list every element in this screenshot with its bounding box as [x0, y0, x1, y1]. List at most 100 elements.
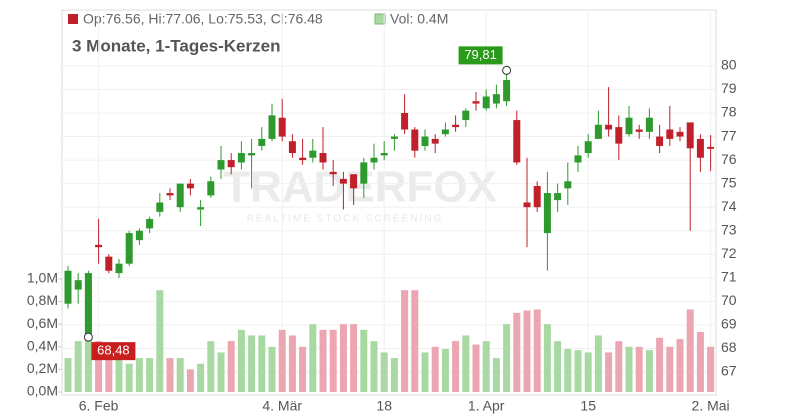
candle-body: [380, 153, 388, 156]
volume-bar: [278, 329, 286, 392]
candle-body: [115, 263, 123, 274]
candle-body: [248, 153, 256, 156]
y-tick-label: 74: [721, 198, 737, 214]
candle-body: [462, 110, 470, 121]
volume-bar: [166, 358, 174, 392]
candle-body: [533, 185, 541, 208]
candle-body: [319, 153, 327, 163]
candle-body: [605, 124, 613, 130]
volume-bar: [299, 346, 307, 392]
y-tick-label: 72: [721, 245, 737, 261]
subtitle: 3 Monate, 1-Tages-Kerzen: [72, 36, 280, 55]
high-marker: [502, 65, 512, 75]
volume-bar: [329, 329, 337, 392]
candle-body: [146, 218, 154, 229]
candle-body: [676, 131, 684, 137]
low-marker: [83, 332, 93, 342]
candle-body: [686, 122, 694, 149]
candle-body: [472, 101, 480, 104]
candle-body: [74, 280, 82, 290]
volume-bar: [421, 352, 429, 392]
candle-body: [339, 178, 347, 184]
candle-body: [176, 183, 184, 208]
x-tick-label: 6. Feb: [79, 398, 119, 414]
volume-bar: [554, 341, 562, 392]
candle-body: [186, 183, 194, 189]
y-tick-label: 80: [721, 57, 737, 73]
volume-bar: [64, 358, 72, 392]
volume-bar: [615, 341, 623, 392]
candle-body: [615, 127, 623, 144]
candle-body: [95, 244, 103, 248]
volume-bar: [584, 352, 592, 392]
candle-body: [360, 162, 368, 184]
candle-body: [625, 117, 633, 135]
x-tick-label: 2. Mai: [692, 398, 730, 414]
volume-bar: [176, 358, 184, 392]
legend-volume: Vol: 0.4M: [390, 11, 448, 27]
candle-body: [543, 193, 551, 234]
volume-bar: [74, 341, 82, 392]
y-tick-label: 78: [721, 104, 737, 120]
candle-body: [268, 115, 276, 139]
volume-bar: [574, 350, 582, 392]
volume-bar: [105, 346, 113, 392]
candle-body: [421, 136, 429, 146]
y-tick-label: 68: [721, 339, 737, 355]
candle-body: [390, 136, 398, 139]
y-tick-label: 73: [721, 221, 737, 237]
volume-bar: [513, 312, 521, 392]
y2-tick-label: 0,2M: [27, 360, 58, 376]
volume-bar: [462, 335, 470, 392]
x-tick-label: 1. Apr: [468, 398, 505, 414]
candle-body: [554, 193, 562, 201]
candle-body: [401, 113, 409, 130]
volume-bar: [707, 346, 715, 392]
volume-bar: [237, 329, 245, 392]
candle-body: [584, 141, 592, 154]
y2-tick-label: 0,8M: [27, 292, 58, 308]
plot-frame: [61, 9, 717, 396]
volume-bar: [288, 335, 296, 392]
volume-bar: [350, 324, 358, 392]
volume-bar: [441, 349, 449, 392]
volume-bar: [197, 363, 205, 392]
volume-bar: [411, 290, 419, 392]
x-tick-label: 4. Mär: [262, 398, 302, 414]
candle-body: [431, 138, 439, 144]
candle-body: [411, 129, 419, 151]
candle-body: [696, 138, 704, 158]
y-tick-label: 79: [721, 80, 737, 96]
volume-bar: [482, 341, 490, 392]
candle-body: [441, 129, 449, 135]
y-tick-label: 67: [721, 363, 737, 379]
volume-bar: [656, 337, 664, 392]
volume-bar: [268, 346, 276, 392]
y2-tick-label: 0,6M: [27, 315, 58, 331]
candle-body: [84, 273, 92, 337]
candle-body: [207, 181, 215, 196]
candle-body: [482, 96, 490, 109]
volume-bar: [492, 358, 500, 392]
plot: 67 68 69 70 71 72 73 74 75 76 77 78 79 80 0,0M 0,2M 0,4M…: [27, 12, 737, 414]
volume-bar: [625, 346, 633, 392]
y-tick-label: 75: [721, 174, 737, 190]
candle-body: [503, 80, 511, 102]
volume-bar: [125, 363, 133, 392]
candle-body: [237, 153, 245, 163]
volume-bar: [676, 338, 684, 392]
volume-bar: [452, 341, 460, 392]
volume-bar: [146, 358, 154, 392]
legend-swatch-volume: [374, 13, 386, 25]
y-tick-label: 77: [721, 127, 737, 143]
y-tick-label: 71: [721, 269, 737, 285]
volume-bar: [543, 324, 551, 392]
candle-body: [156, 202, 164, 212]
volume-bar: [431, 346, 439, 392]
volume-bar: [390, 358, 398, 392]
y2-tick-label: 0,0M: [27, 383, 58, 399]
volume-bar: [95, 341, 103, 392]
candle-body: [523, 202, 531, 208]
high-label-box: [458, 46, 503, 65]
